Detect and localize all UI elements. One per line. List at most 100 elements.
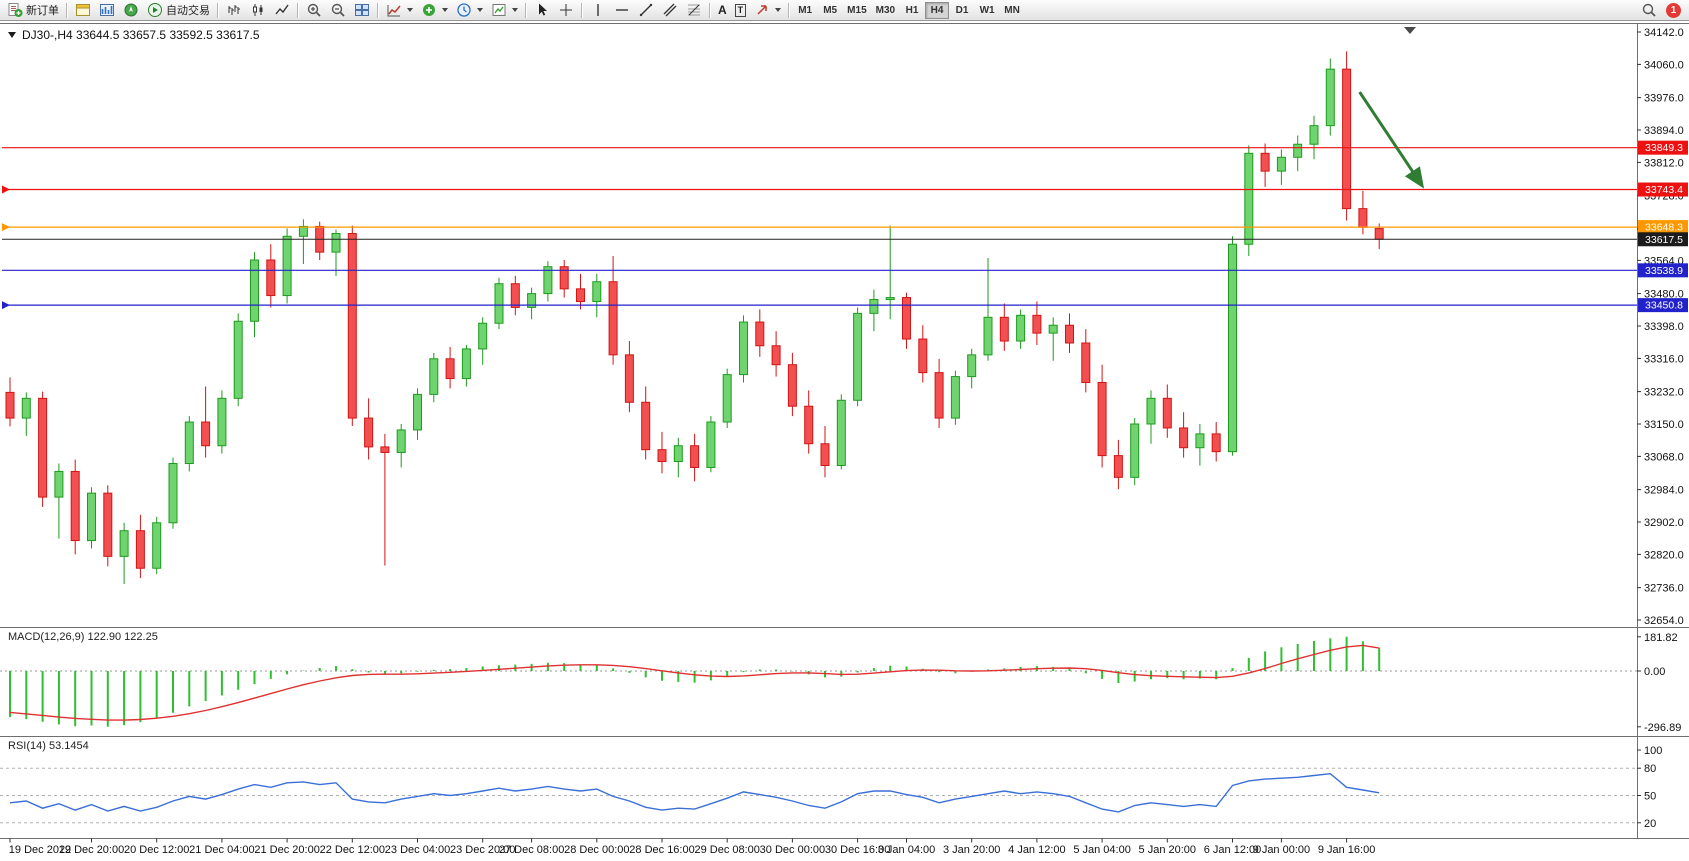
crosshair-icon xyxy=(560,4,572,16)
svg-text:20 Dec 12:00: 20 Dec 12:00 xyxy=(124,844,189,856)
bar-chart-icon xyxy=(228,5,240,15)
candle-body xyxy=(21,397,31,419)
candle-body xyxy=(1048,324,1058,334)
channel-icon xyxy=(663,3,677,17)
search-button[interactable] xyxy=(1637,1,1661,20)
candlestick-type-button[interactable] xyxy=(246,1,270,20)
candle-body xyxy=(396,429,406,453)
search-icon xyxy=(1642,3,1656,17)
channel-tool-button[interactable] xyxy=(658,1,682,20)
toolbar-separator xyxy=(525,2,527,18)
timeframe-D1-button[interactable]: D1 xyxy=(950,2,974,19)
notification-badge[interactable]: 1 xyxy=(1666,2,1681,18)
price-badge-33648.3[interactable] xyxy=(1638,220,1688,235)
bar-chart-type-button[interactable] xyxy=(222,1,246,20)
candle-body xyxy=(1195,433,1205,449)
candle-body xyxy=(119,530,129,557)
dropdown-caret-icon xyxy=(512,8,518,12)
timeframe-H1-button[interactable]: H1 xyxy=(900,2,924,19)
timeframe-M1-button[interactable]: M1 xyxy=(793,2,817,19)
candle-body xyxy=(1032,314,1042,334)
tile-windows-button[interactable] xyxy=(350,1,374,20)
svg-text:3 Jan 04:00: 3 Jan 04:00 xyxy=(878,844,936,856)
add-indicator-button[interactable] xyxy=(417,1,452,20)
candle-body xyxy=(641,401,651,451)
line-chart-type-button[interactable] xyxy=(270,1,294,20)
candle-body xyxy=(869,299,879,314)
candle-body xyxy=(983,316,993,356)
svg-text:5 Jan 20:00: 5 Jan 20:00 xyxy=(1139,844,1197,856)
one-click-trading-toggle-icon[interactable] xyxy=(8,32,16,38)
zoom-out-button[interactable] xyxy=(326,1,350,20)
candle-body xyxy=(233,320,243,399)
bid-price-badge[interactable] xyxy=(1638,232,1688,247)
candle-body xyxy=(527,293,537,308)
timeframe-M30-button[interactable]: M30 xyxy=(872,2,899,19)
candle-body xyxy=(429,358,439,395)
candle-body xyxy=(250,259,259,322)
toolbar-right-group: 1 xyxy=(1637,1,1686,20)
svg-text:80: 80 xyxy=(1644,763,1656,775)
candle-body xyxy=(934,372,944,419)
candle-body xyxy=(902,297,911,340)
timeframe-H4-button[interactable]: H4 xyxy=(925,1,950,19)
periods-button[interactable] xyxy=(452,1,487,20)
price-badge-33743.4[interactable] xyxy=(1638,182,1688,197)
fibonacci-tool-button[interactable] xyxy=(682,1,706,20)
svg-text:19 Dec 20:00: 19 Dec 20:00 xyxy=(59,844,124,856)
candlestick-icon xyxy=(253,4,263,16)
candle-body xyxy=(1146,397,1156,425)
new-order-button[interactable]: 新订单 xyxy=(3,1,63,20)
market-watch-button[interactable] xyxy=(95,1,119,20)
candle-body xyxy=(380,446,390,453)
candle-body xyxy=(445,358,455,380)
text-tool-button[interactable]: A xyxy=(714,1,731,20)
svg-text:30 Dec 16:00: 30 Dec 16:00 xyxy=(825,844,890,856)
text-tool-label: A xyxy=(718,3,727,17)
svg-text:29 Dec 08:00: 29 Dec 08:00 xyxy=(694,844,759,856)
candle-body xyxy=(494,283,504,324)
new-order-icon xyxy=(8,3,23,17)
cursor-tool-button[interactable] xyxy=(530,1,554,20)
svg-text:21 Dec 20:00: 21 Dec 20:00 xyxy=(254,844,319,856)
profiles-button[interactable] xyxy=(71,1,95,20)
dropdown-caret-icon xyxy=(477,8,483,12)
navigator-button[interactable] xyxy=(119,1,143,20)
horizontal-line-tool-button[interactable] xyxy=(610,1,634,20)
candle-body xyxy=(1162,397,1172,429)
toolbar-separator xyxy=(217,2,219,18)
arrows-tool-button[interactable] xyxy=(750,1,785,20)
svg-text:34142.0: 34142.0 xyxy=(1644,27,1684,39)
autotrading-button[interactable]: 自动交易 xyxy=(143,1,214,20)
zoom-in-button[interactable] xyxy=(302,1,326,20)
indicators-button[interactable] xyxy=(382,1,417,20)
candle-body xyxy=(950,376,960,419)
trendline-tool-button[interactable] xyxy=(634,1,658,20)
candle-body xyxy=(1244,152,1254,245)
bid-price-badge-label: 33617.5 xyxy=(1645,234,1683,246)
svg-text:50: 50 xyxy=(1644,791,1656,803)
candle-body xyxy=(836,399,846,466)
price-badge-33450.8[interactable] xyxy=(1638,298,1688,313)
templates-button[interactable] xyxy=(487,1,522,20)
toolbar-separator xyxy=(788,2,791,18)
candle-body xyxy=(282,235,292,297)
timeframe-W1-button[interactable]: W1 xyxy=(975,2,999,19)
svg-text:32654.0: 32654.0 xyxy=(1644,615,1684,627)
price-badge-33648.3-label: 33648.3 xyxy=(1645,222,1683,234)
autotrading-icon xyxy=(148,3,162,17)
timeframe-MN-button[interactable]: MN xyxy=(1000,2,1024,19)
profiles-icon xyxy=(76,4,90,16)
text-label-tool-button[interactable]: T xyxy=(731,1,751,20)
svg-text:28 Dec 16:00: 28 Dec 16:00 xyxy=(629,844,694,856)
timeframe-M15-button[interactable]: M15 xyxy=(843,2,870,19)
toolbar: 新订单 自动交易 xyxy=(0,0,1689,21)
vertical-line-tool-button[interactable] xyxy=(586,1,610,20)
crosshair-tool-button[interactable] xyxy=(554,1,578,20)
candle-body xyxy=(918,338,928,374)
timeframe-M5-button[interactable]: M5 xyxy=(818,2,842,19)
price-badge-33849.3[interactable] xyxy=(1638,140,1688,155)
price-badge-33538.9[interactable] xyxy=(1638,263,1688,278)
trend-arrow-annotation[interactable] xyxy=(1358,91,1425,189)
